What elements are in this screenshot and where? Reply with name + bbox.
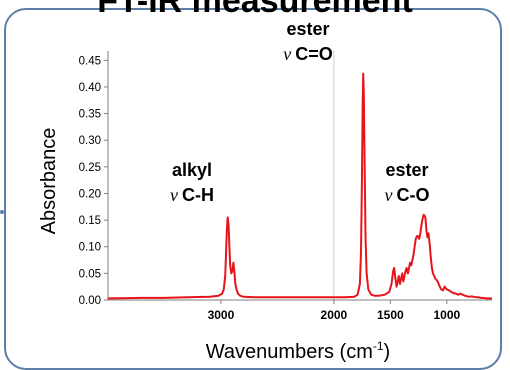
y-tick-label: 0.25 bbox=[79, 162, 101, 174]
annotation-ester-co-single-line: ν C-O bbox=[385, 185, 430, 205]
x-axis-label-sup: -1 bbox=[373, 339, 384, 353]
y-axis-ticks: 0.00 0.05 0.10 0.15 0.20 0.25 0.30 0.35 0.40 0.45 bbox=[79, 55, 108, 307]
x-tick-label: 1500 bbox=[377, 308, 404, 322]
annotation-ester-top: ester bbox=[286, 19, 329, 39]
x-tick-label: 1000 bbox=[433, 308, 460, 322]
y-tick-label: 0.10 bbox=[79, 242, 101, 254]
y-tick-label: 0.30 bbox=[79, 135, 101, 147]
slide-title: FT-IR measurement bbox=[97, 0, 413, 20]
annotation-alkyl-ch: alkyl ν C-H bbox=[170, 160, 214, 205]
y-tick-label: 0.45 bbox=[79, 55, 101, 67]
y-axis-label: Absorbance bbox=[38, 128, 60, 235]
x-axis-label-main: Wavenumbers (cm bbox=[206, 341, 373, 363]
annotation-alkyl-top: alkyl bbox=[172, 160, 212, 180]
annotation-ester-co-single: ester ν C-O bbox=[385, 160, 430, 205]
y-tick-label: 0.00 bbox=[79, 295, 101, 307]
x-tick-label: 2000 bbox=[321, 308, 348, 322]
annotation-ester2-top: ester bbox=[385, 160, 428, 180]
edge-bullet bbox=[0, 210, 4, 214]
x-tick-label: 3000 bbox=[208, 308, 235, 322]
spectrum-series-line bbox=[107, 72, 492, 300]
y-tick-label: 0.20 bbox=[79, 188, 101, 200]
x-axis-label: Wavenumbers (cm-1) bbox=[206, 339, 390, 363]
annotation-ester-co-double-line: ν C=O bbox=[283, 44, 333, 64]
x-axis-label-tail: ) bbox=[384, 341, 391, 363]
y-tick-label: 0.15 bbox=[79, 215, 101, 227]
annotation-ester-co-double: ester ν C=O bbox=[283, 19, 333, 64]
slide-panel bbox=[4, 8, 502, 370]
y-tick-label: 0.05 bbox=[79, 268, 101, 280]
x-axis-ticks: 3000 2000 1500 1000 bbox=[208, 300, 460, 322]
annotation-alkyl-ch-line: ν C-H bbox=[170, 185, 214, 205]
y-tick-label: 0.40 bbox=[79, 82, 101, 94]
y-tick-label: 0.35 bbox=[79, 109, 101, 121]
